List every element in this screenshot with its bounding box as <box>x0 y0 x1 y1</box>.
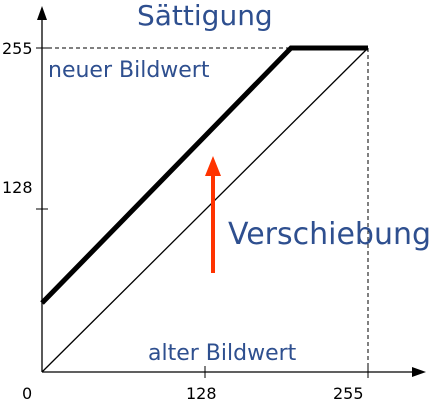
x-axis-arrowhead <box>412 367 426 377</box>
identity-line <box>41 47 369 373</box>
y-tick-label-128: 128 <box>2 178 33 197</box>
x-tick-label-128: 128 <box>186 384 217 403</box>
shift-arrow-head <box>205 156 221 176</box>
y-axis-arrowhead <box>37 6 47 20</box>
shift-label: Verschiebung <box>228 217 431 252</box>
x-axis-label: alter Bildwert <box>148 341 297 366</box>
y-tick-label-255: 255 <box>2 39 33 58</box>
x-tick-label-0: 0 <box>22 384 33 403</box>
x-tick-label-255: 255 <box>333 384 364 403</box>
shifted-curve <box>40 45 368 305</box>
y-axis-label: neuer Bildwert <box>48 58 210 83</box>
diagram-title: Sättigung <box>137 0 273 32</box>
